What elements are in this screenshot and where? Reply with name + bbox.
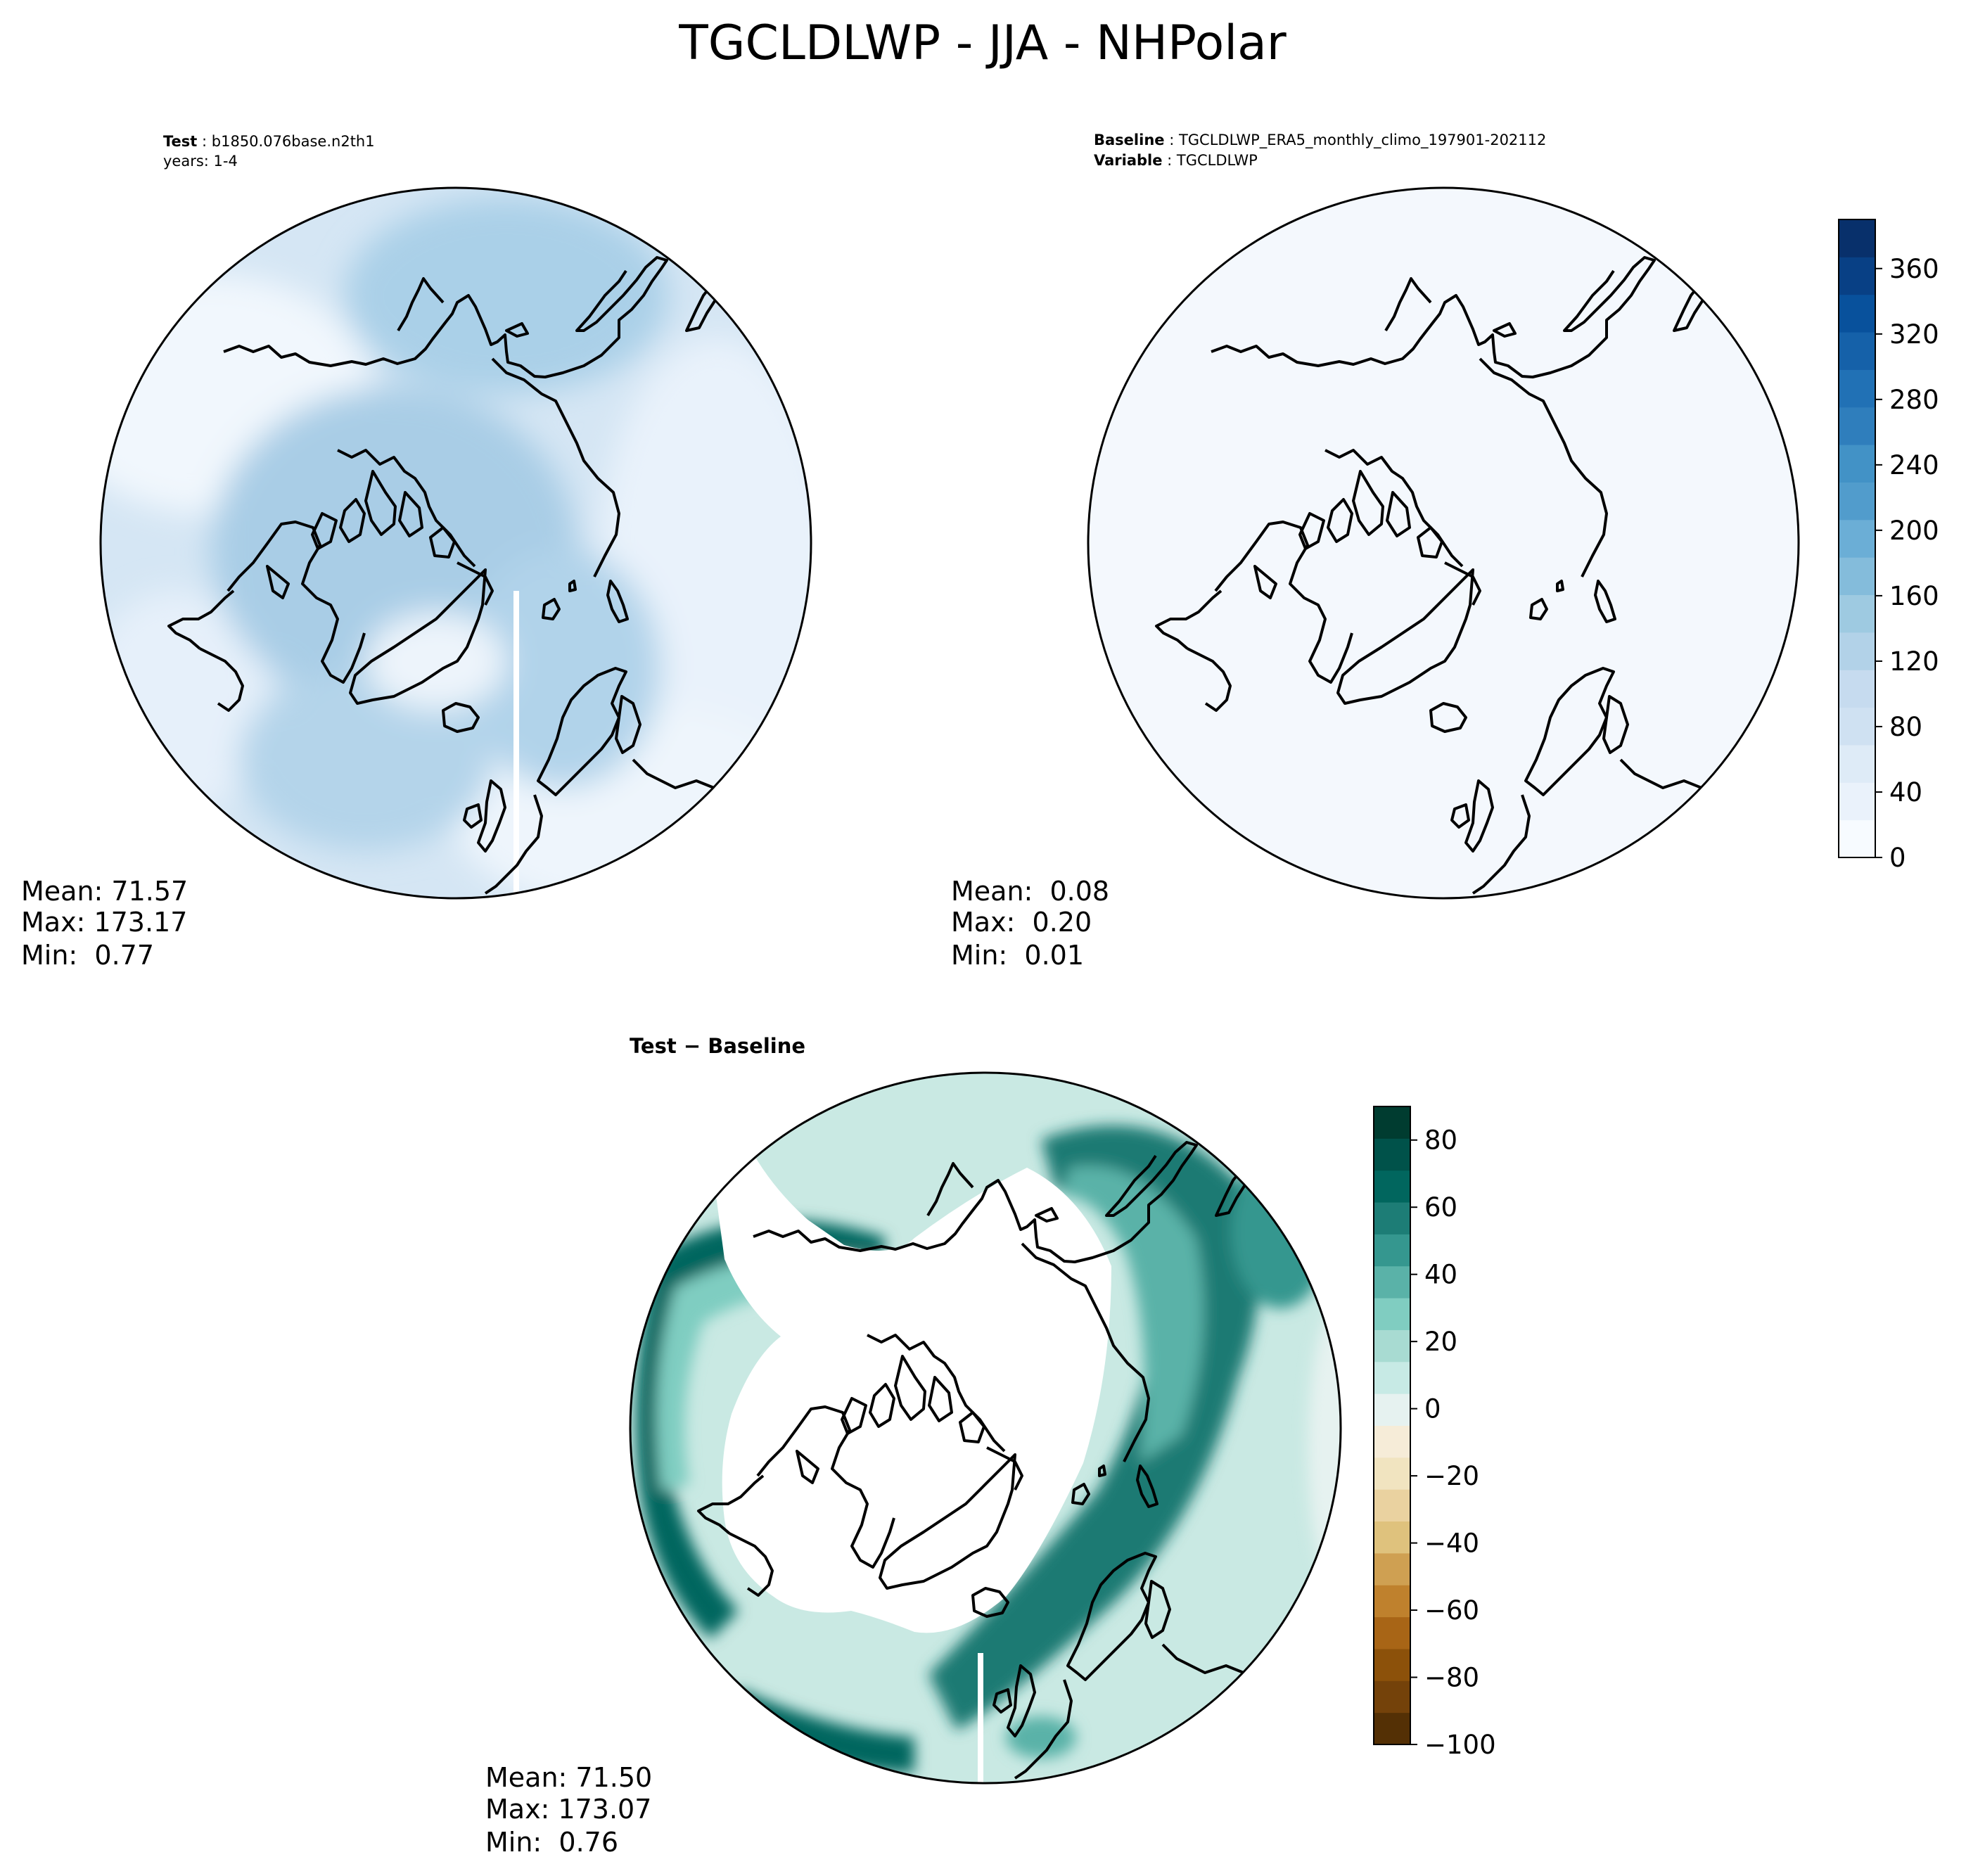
blues-colorbar-segment bbox=[1839, 445, 1875, 483]
brbg-colorbar-segment bbox=[1374, 1393, 1410, 1426]
diff-title: Test − Baseline bbox=[630, 1034, 805, 1058]
test-header-line-1: Test : b1850.076base.n2th1 bbox=[163, 133, 375, 150]
blues-colorbar-segment bbox=[1839, 219, 1875, 257]
brbg-colorbar-tick-label: −40 bbox=[1424, 1529, 1479, 1559]
baseline-map bbox=[1088, 188, 1799, 898]
brbg-colorbar-tick-label: 0 bbox=[1424, 1394, 1441, 1424]
brbg-colorbar: −100 −80 −60 −40 −20 0 20 40 60 80 bbox=[1373, 1106, 1496, 1760]
brbg-colorbar-segment bbox=[1374, 1521, 1410, 1554]
brbg-colorbar-segment bbox=[1374, 1489, 1410, 1522]
brbg-colorbar-tick-label: 60 bbox=[1424, 1192, 1457, 1223]
brbg-colorbar-segment bbox=[1374, 1680, 1410, 1714]
diff-panel: Test − Baseline Mean: 71.50 Max: 173 bbox=[485, 1034, 1496, 1858]
brbg-colorbar-segment bbox=[1374, 1298, 1410, 1330]
brbg-colorbar-segment bbox=[1374, 1457, 1410, 1490]
variable-header-key: Variable bbox=[1094, 152, 1162, 169]
blues-colorbar-tick-label: 160 bbox=[1889, 581, 1939, 611]
brbg-colorbar-tick-label: 20 bbox=[1424, 1327, 1457, 1357]
test-stat-max: Max: 173.17 bbox=[21, 907, 187, 938]
blues-colorbar-segment bbox=[1839, 744, 1875, 783]
blues-colorbar-tick-label: 240 bbox=[1889, 450, 1939, 480]
test-stat-mean: Mean: 71.57 bbox=[21, 876, 188, 907]
brbg-colorbar-frame bbox=[1373, 1106, 1411, 1745]
baseline-map-boundary bbox=[1087, 186, 1800, 900]
test-map-boundary bbox=[99, 186, 812, 900]
brbg-colorbar-segment bbox=[1374, 1138, 1410, 1171]
blues-colorbar-segment bbox=[1839, 557, 1875, 596]
test-stat-min: Min: 0.77 bbox=[21, 940, 154, 971]
blues-colorbar-tick-label: 120 bbox=[1889, 646, 1939, 677]
brbg-colorbar-tick-label: −60 bbox=[1424, 1595, 1479, 1626]
diff-map-boundary bbox=[629, 1071, 1342, 1785]
test-panel: Test : b1850.076base.n2th1 years: 1-4 Me… bbox=[21, 133, 812, 971]
brbg-colorbar-segment bbox=[1374, 1425, 1410, 1458]
brbg-colorbar-segment bbox=[1374, 1712, 1410, 1745]
figure-title: TGCLDLWP - JJA - NHPolar bbox=[678, 15, 1287, 71]
blues-colorbar-segment bbox=[1839, 782, 1875, 821]
diff-map bbox=[630, 1073, 1341, 1783]
test-map-seam bbox=[513, 591, 519, 898]
brbg-colorbar-segment bbox=[1374, 1648, 1410, 1681]
diff-map-missing-region bbox=[710, 1154, 1111, 1633]
blues-colorbar-segment bbox=[1839, 519, 1875, 558]
blues-colorbar-tick-label: 80 bbox=[1889, 712, 1922, 742]
variable-header-value: TGCLDLWP bbox=[1176, 152, 1258, 169]
test-map bbox=[101, 188, 811, 898]
blues-colorbar-segment bbox=[1839, 707, 1875, 746]
test-header-sep: : bbox=[197, 133, 211, 150]
blues-colorbar: 0 40 80 120 160 200 240 280 320 360 bbox=[1838, 219, 1939, 873]
baseline-header-value: TGCLDLWP_ERA5_monthly_climo_197901-20211… bbox=[1178, 132, 1546, 149]
blues-colorbar-tick-label: 40 bbox=[1889, 777, 1922, 808]
brbg-colorbar-segment bbox=[1374, 1329, 1410, 1363]
blues-colorbar-segment bbox=[1839, 482, 1875, 521]
diff-stat-min: Min: 0.76 bbox=[485, 1827, 618, 1858]
blues-colorbar-tick-label: 280 bbox=[1889, 385, 1939, 415]
blues-colorbar-segment bbox=[1839, 594, 1875, 633]
brbg-colorbar-tick-label: −100 bbox=[1424, 1730, 1496, 1760]
baseline-stat-min: Min: 0.01 bbox=[951, 940, 1084, 971]
brbg-colorbar-tick-label: −80 bbox=[1424, 1663, 1479, 1693]
blues-colorbar-tick-label: 360 bbox=[1889, 254, 1939, 284]
blues-colorbar-tick-label: 0 bbox=[1889, 843, 1906, 873]
blues-colorbar-segment bbox=[1839, 257, 1875, 295]
brbg-colorbar-segment bbox=[1374, 1170, 1410, 1203]
brbg-colorbar-segment bbox=[1374, 1265, 1410, 1298]
baseline-header-sep: : bbox=[1165, 132, 1179, 148]
baseline-header-line-1: Baseline : TGCLDLWP_ERA5_monthly_climo_1… bbox=[1094, 132, 1546, 149]
brbg-colorbar-tick-label: 40 bbox=[1424, 1260, 1457, 1290]
brbg-colorbar-segment bbox=[1374, 1202, 1410, 1234]
blues-colorbar-tick-label: 320 bbox=[1889, 319, 1939, 350]
test-header-key: Test bbox=[163, 133, 197, 150]
baseline-stat-mean: Mean: 0.08 bbox=[951, 876, 1109, 907]
brbg-colorbar-tick-label: 80 bbox=[1424, 1125, 1457, 1156]
blues-colorbar-segment bbox=[1839, 294, 1875, 333]
blues-colorbar-segment bbox=[1839, 819, 1875, 858]
brbg-colorbar-segment bbox=[1374, 1552, 1410, 1585]
blues-colorbar-tick-label: 200 bbox=[1889, 516, 1939, 546]
brbg-colorbar-segment bbox=[1374, 1361, 1410, 1394]
brbg-colorbar-segment bbox=[1374, 1106, 1410, 1139]
blues-colorbar-segment bbox=[1839, 332, 1875, 370]
brbg-colorbar-tick-label: −20 bbox=[1424, 1461, 1479, 1491]
brbg-colorbar-segment bbox=[1374, 1234, 1410, 1267]
brbg-colorbar-segment bbox=[1374, 1585, 1410, 1618]
diff-stat-max: Max: 173.07 bbox=[485, 1794, 651, 1825]
variable-header-sep: : bbox=[1162, 152, 1176, 169]
baseline-stat-max: Max: 0.20 bbox=[951, 907, 1092, 938]
diff-stat-mean: Mean: 71.50 bbox=[485, 1762, 652, 1793]
blues-colorbar-segment bbox=[1839, 407, 1875, 445]
baseline-header-key: Baseline bbox=[1094, 132, 1165, 148]
blues-colorbar-segment bbox=[1839, 369, 1875, 408]
brbg-colorbar-segment bbox=[1374, 1616, 1410, 1650]
blues-colorbar-frame bbox=[1838, 219, 1876, 858]
blues-colorbar-segment bbox=[1839, 670, 1875, 708]
test-header-line-2: years: 1-4 bbox=[163, 153, 238, 170]
blues-colorbar-segment bbox=[1839, 632, 1875, 670]
baseline-header-line-2: Variable : TGCLDLWP bbox=[1094, 152, 1258, 169]
test-header-value: b1850.076base.n2th1 bbox=[212, 133, 375, 150]
diff-map-seam bbox=[978, 1653, 983, 1783]
baseline-panel: Baseline : TGCLDLWP_ERA5_monthly_climo_1… bbox=[951, 132, 1939, 971]
